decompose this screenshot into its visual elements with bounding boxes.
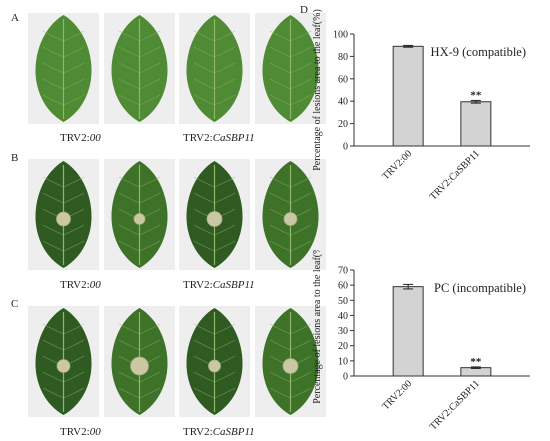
- y-tick-label: 10: [338, 356, 348, 367]
- significance-label: **: [470, 356, 482, 368]
- y-axis-label: Percentage of lesions area to the leaf(%…: [312, 9, 323, 171]
- y-tick-label: 60: [338, 281, 348, 292]
- leaf-photo: [255, 13, 326, 124]
- y-tick-label: 50: [338, 296, 348, 307]
- leaf-photo: [28, 13, 99, 124]
- y-tick-label: 40: [338, 311, 348, 322]
- y-tick-label: 20: [338, 119, 348, 130]
- chart-d: 0 20 40 60 80 100 Percentage of lesions area t…: [312, 9, 530, 202]
- x-tick-label: TRV2:CaSBP11: [428, 378, 482, 432]
- bar: [392, 45, 424, 147]
- caption-b-control: TRV2:00: [60, 279, 101, 291]
- caption-a-silenced: TRV2:CaSBP11: [183, 132, 255, 144]
- leaf-photo: [179, 306, 250, 417]
- y-axis-label: Percentage of lesions area to the leaf(%…: [312, 250, 323, 404]
- leaf-photo: [255, 159, 326, 270]
- leaf-photo: [255, 306, 326, 417]
- bar: [460, 101, 492, 147]
- caption-b-silenced: TRV2:CaSBP11: [183, 279, 255, 291]
- leaf-photo: [104, 306, 175, 417]
- caption-c-silenced: TRV2:CaSBP11: [183, 426, 255, 438]
- leaf-photo: [179, 13, 250, 124]
- y-tick-label: 70: [338, 266, 348, 277]
- chart-e: 0 10 20 30 40 50 60 70 Percentage of lesions are…: [312, 250, 530, 432]
- caption-a-control: TRV2:00: [60, 132, 101, 144]
- leaf-photo: [104, 13, 175, 124]
- y-tick-label: 0: [343, 372, 348, 383]
- significance-label: **: [470, 89, 482, 101]
- leaf-photo: [28, 159, 99, 270]
- panel-label-c: C: [11, 298, 19, 310]
- y-tick-label: 30: [338, 326, 348, 337]
- leaf-photo: [104, 159, 175, 270]
- y-tick-label: 60: [338, 74, 348, 85]
- x-tick-label: TRV2:00: [380, 148, 414, 182]
- leaf-photo: [28, 306, 99, 417]
- x-tick-label: TRV2:CaSBP11: [428, 148, 482, 202]
- x-tick-label: TRV2:00: [380, 378, 414, 412]
- panel-label-a: A: [11, 12, 19, 24]
- y-tick-label: 40: [338, 97, 348, 108]
- y-tick-label: 0: [343, 142, 348, 153]
- chart-title: HX-9 (compatible): [431, 45, 526, 59]
- panel-label-b: B: [11, 152, 19, 164]
- panel-label-d: D: [300, 4, 308, 16]
- bar: [392, 286, 424, 377]
- y-tick-label: 20: [338, 341, 348, 352]
- caption-c-control: TRV2:00: [60, 426, 101, 438]
- leaf-photo: [179, 159, 250, 270]
- y-tick-label: 80: [338, 52, 348, 63]
- y-tick-label: 100: [333, 30, 348, 41]
- chart-title: PC (incompatible): [434, 281, 526, 295]
